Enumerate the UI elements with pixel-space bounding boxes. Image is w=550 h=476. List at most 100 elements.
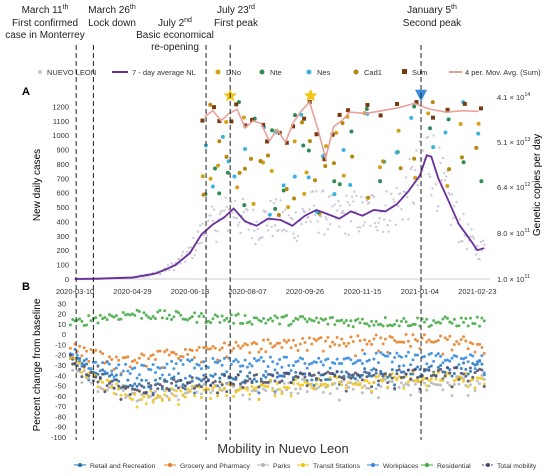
mobility-point bbox=[236, 388, 240, 392]
nes-point bbox=[443, 130, 448, 135]
mobility-point bbox=[285, 372, 289, 376]
mobility-point bbox=[243, 380, 247, 384]
nl-daily-point bbox=[437, 205, 440, 208]
mobility-point bbox=[326, 335, 330, 339]
mobility-point bbox=[404, 382, 408, 386]
nl-daily-point bbox=[172, 269, 176, 272]
mobility-point bbox=[457, 382, 461, 386]
mobility-point bbox=[71, 362, 75, 366]
mobility-point bbox=[280, 365, 284, 369]
nl-daily-point bbox=[369, 224, 372, 228]
nl-daily-point bbox=[254, 242, 257, 246]
mobility-point bbox=[416, 375, 420, 379]
cad1-point bbox=[208, 102, 213, 107]
panel-a-ylabel: New daily cases bbox=[32, 149, 43, 221]
nl-daily-point bbox=[300, 222, 303, 226]
mobility-point bbox=[130, 312, 134, 316]
mobility-point bbox=[439, 354, 443, 358]
mobility-point bbox=[282, 374, 286, 378]
nl-daily-point bbox=[427, 173, 431, 176]
cad1-point bbox=[474, 145, 479, 150]
mobility-point bbox=[289, 381, 293, 385]
mobility-point bbox=[137, 310, 141, 314]
mobility-point bbox=[147, 381, 151, 385]
mobility-point bbox=[199, 360, 203, 364]
mobility-point bbox=[209, 384, 213, 388]
mobility-point bbox=[432, 382, 436, 386]
mobility-point bbox=[393, 322, 397, 326]
nl-daily-point bbox=[274, 198, 278, 201]
mobility-point bbox=[105, 378, 109, 382]
mobility-point bbox=[337, 343, 341, 347]
nte-point bbox=[292, 113, 297, 118]
nl-daily-point bbox=[319, 215, 323, 218]
mobility-point bbox=[393, 383, 397, 387]
mobility-point bbox=[439, 383, 443, 387]
sum-point bbox=[284, 140, 289, 145]
mobility-point bbox=[103, 370, 107, 374]
mobility-point bbox=[360, 386, 364, 390]
nl-daily-point bbox=[272, 201, 276, 205]
mobility-point bbox=[126, 378, 130, 382]
peak-star-marker bbox=[304, 88, 318, 102]
mobility-point bbox=[374, 368, 378, 372]
mobility-point bbox=[422, 320, 426, 324]
mobility-point bbox=[383, 354, 387, 358]
mobility-point bbox=[135, 376, 139, 380]
mobility-point bbox=[112, 386, 116, 390]
mobility-point bbox=[450, 348, 454, 352]
mobility-point bbox=[172, 378, 176, 382]
mobility-point bbox=[480, 316, 484, 320]
panel-b: B Percent change from baseline Mobility … bbox=[22, 281, 537, 470]
mobility-point bbox=[409, 344, 413, 348]
mobility-point bbox=[468, 366, 472, 370]
mobility-point bbox=[80, 354, 84, 358]
mobility-point bbox=[360, 317, 364, 321]
mobility-point bbox=[259, 319, 263, 323]
nl-daily-point bbox=[442, 171, 446, 175]
event-date: March 26 bbox=[88, 5, 130, 16]
mobility-point bbox=[262, 387, 266, 391]
mobility-point bbox=[222, 356, 226, 360]
nes-point bbox=[476, 131, 481, 136]
mobility-point bbox=[312, 384, 316, 388]
panel-a-ytick-label: 200 bbox=[56, 246, 69, 255]
mobility-point bbox=[314, 387, 318, 391]
mobility-point bbox=[448, 320, 452, 324]
nl-daily-point bbox=[192, 236, 195, 240]
mobility-point bbox=[255, 373, 259, 377]
mobility-point bbox=[328, 316, 332, 320]
mobility-point bbox=[457, 342, 461, 346]
mobility-point bbox=[153, 378, 157, 382]
mobility-point bbox=[429, 323, 433, 327]
mobility-point bbox=[429, 351, 433, 355]
mobility-point bbox=[89, 367, 93, 371]
mobility-point bbox=[388, 334, 392, 338]
nl-daily-point bbox=[269, 199, 272, 203]
mobility-point bbox=[222, 387, 226, 391]
mobility-point bbox=[234, 390, 238, 394]
mobility-point bbox=[128, 371, 132, 375]
nl-daily-point bbox=[358, 226, 362, 229]
nl-daily-point bbox=[383, 218, 386, 221]
nl-daily-point bbox=[381, 230, 385, 234]
mobility-point bbox=[181, 393, 185, 397]
mobility-point bbox=[473, 322, 477, 326]
mobility-point bbox=[158, 376, 162, 380]
mobility-point bbox=[149, 387, 153, 391]
mobility-point bbox=[133, 313, 137, 317]
mobility-point bbox=[464, 371, 468, 375]
mobility-point bbox=[372, 323, 376, 327]
mobility-point bbox=[349, 376, 353, 380]
mobility-point bbox=[439, 334, 443, 338]
mobility-point bbox=[478, 376, 482, 380]
mobility-point bbox=[301, 315, 305, 319]
mobility-point bbox=[441, 317, 445, 321]
mobility-point bbox=[365, 375, 369, 379]
nte-point bbox=[242, 203, 247, 208]
panel-a-y2tick-exponent: 12 bbox=[524, 182, 530, 188]
nl-daily-point bbox=[265, 224, 269, 227]
mobility-point bbox=[326, 384, 330, 388]
cad1-point bbox=[224, 154, 229, 159]
